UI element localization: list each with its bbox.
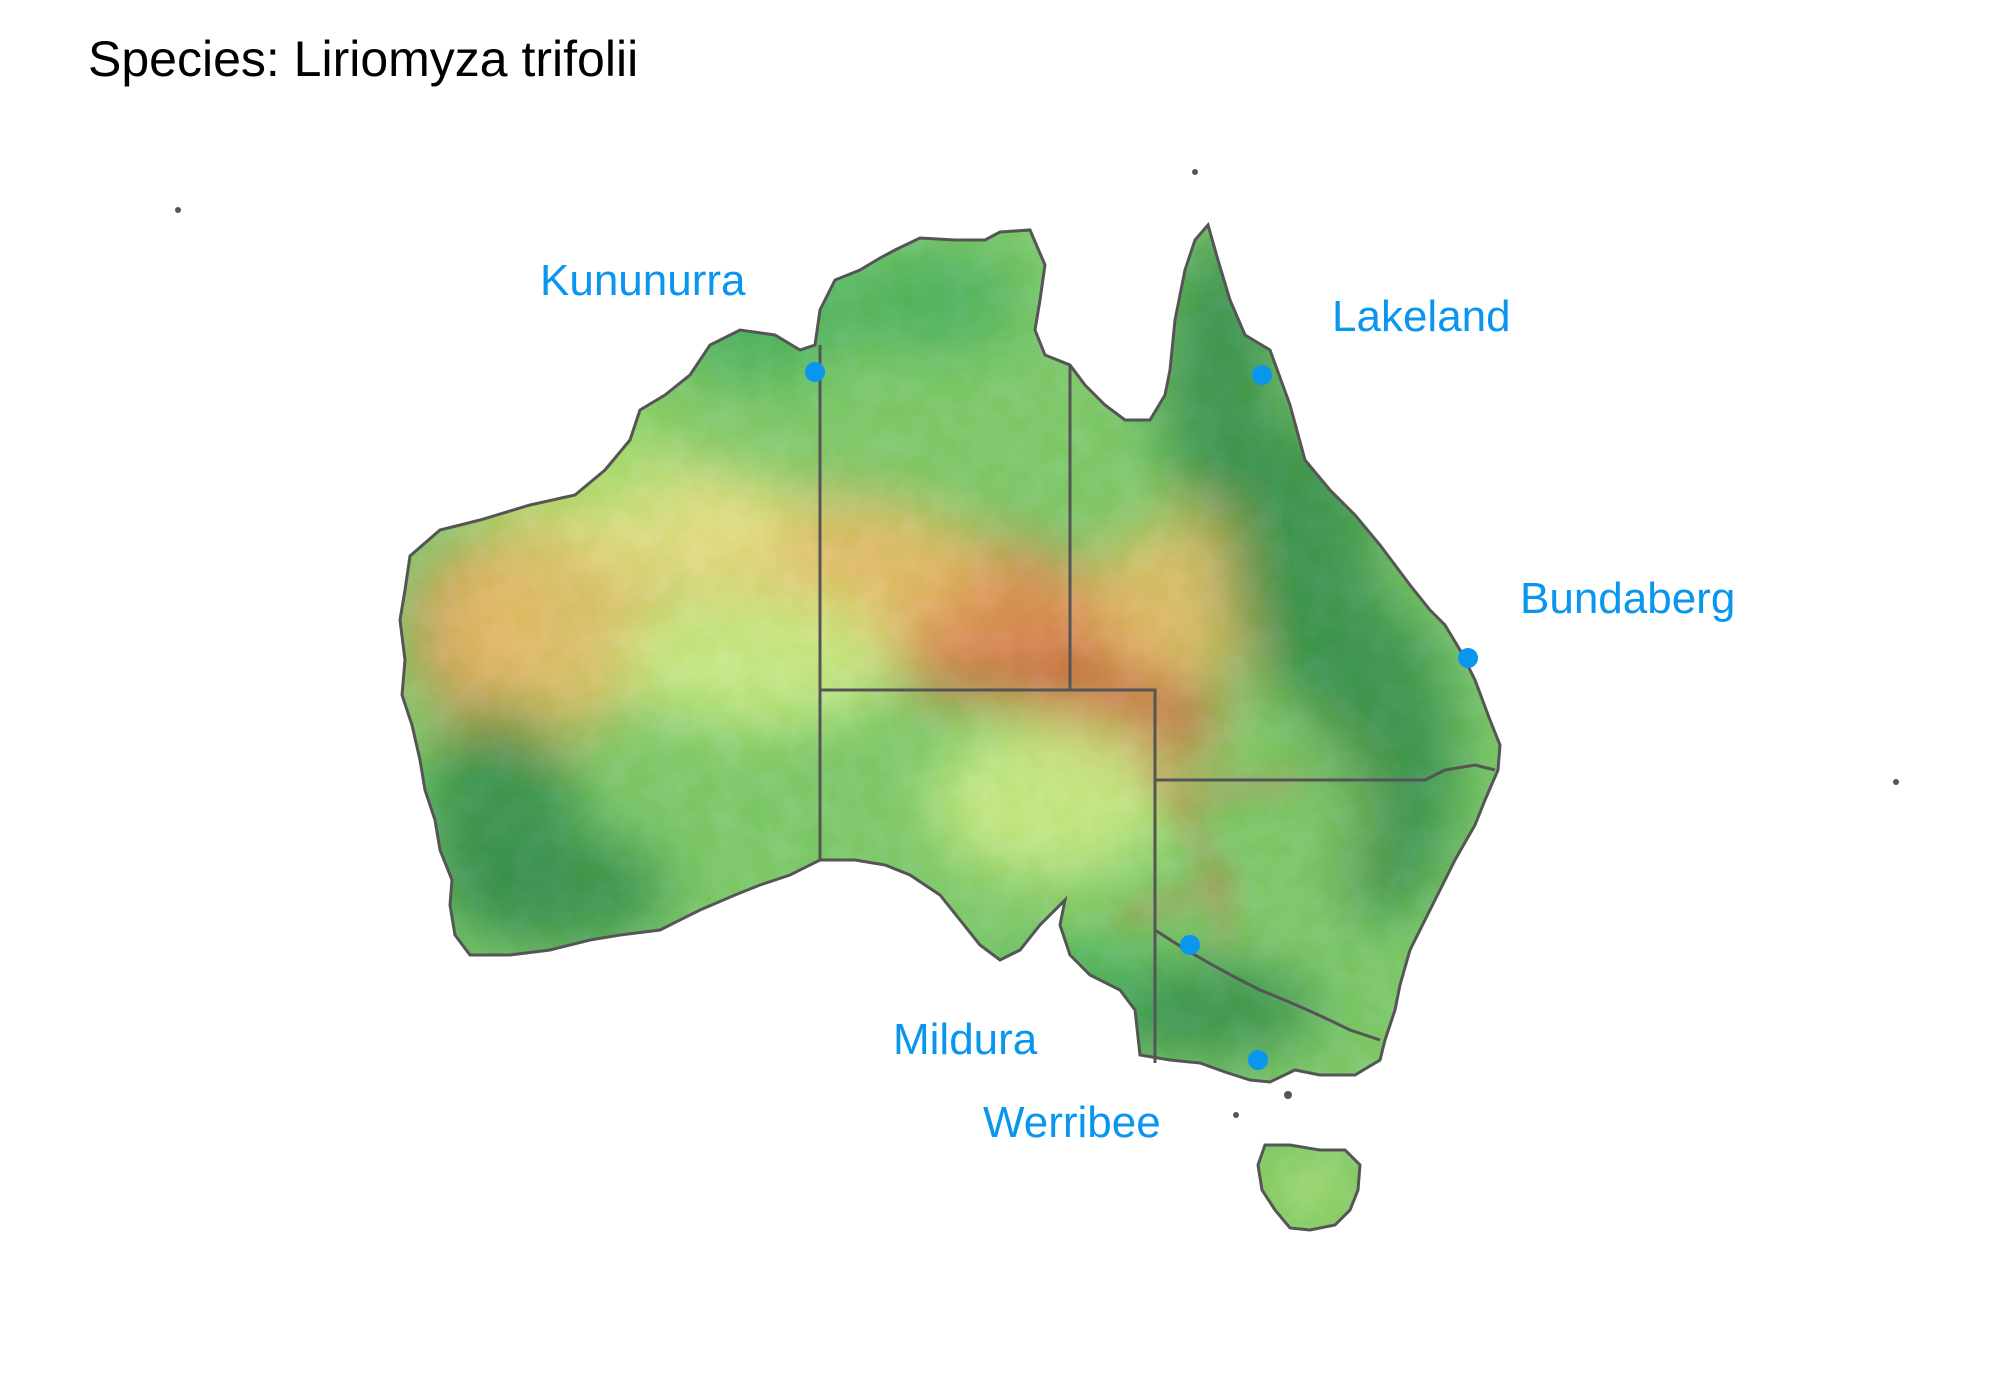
location-labels: Kununurra Lakeland Bundaberg Mildura Werribe… [540, 256, 1735, 1147]
offshore-islands [175, 169, 1899, 1118]
state-border [820, 688, 1157, 1063]
location-marker-kununurra [805, 362, 825, 382]
island-speck [175, 207, 181, 213]
island-speck [1893, 779, 1899, 785]
location-label-mildura: Mildura [893, 1015, 1038, 1064]
location-marker-werribee [1248, 1050, 1268, 1070]
suitability-raster [400, 225, 1500, 1230]
location-markers [805, 362, 1478, 1070]
island-speck [1192, 169, 1198, 175]
location-label-werribee: Werribee [983, 1098, 1161, 1147]
state-borders [818, 345, 1496, 1063]
location-label-lakeland: Lakeland [1332, 292, 1511, 341]
map-title: Species: Liriomyza trifolii [88, 31, 639, 87]
location-marker-mildura [1180, 935, 1200, 955]
state-border [1155, 763, 1496, 782]
location-label-kununurra: Kununurra [540, 256, 746, 305]
location-marker-lakeland [1252, 365, 1272, 385]
island-speck [1233, 1112, 1239, 1118]
island-speck [1284, 1091, 1292, 1099]
location-label-bundaberg: Bundaberg [1520, 574, 1735, 623]
location-marker-bundaberg [1458, 648, 1478, 668]
